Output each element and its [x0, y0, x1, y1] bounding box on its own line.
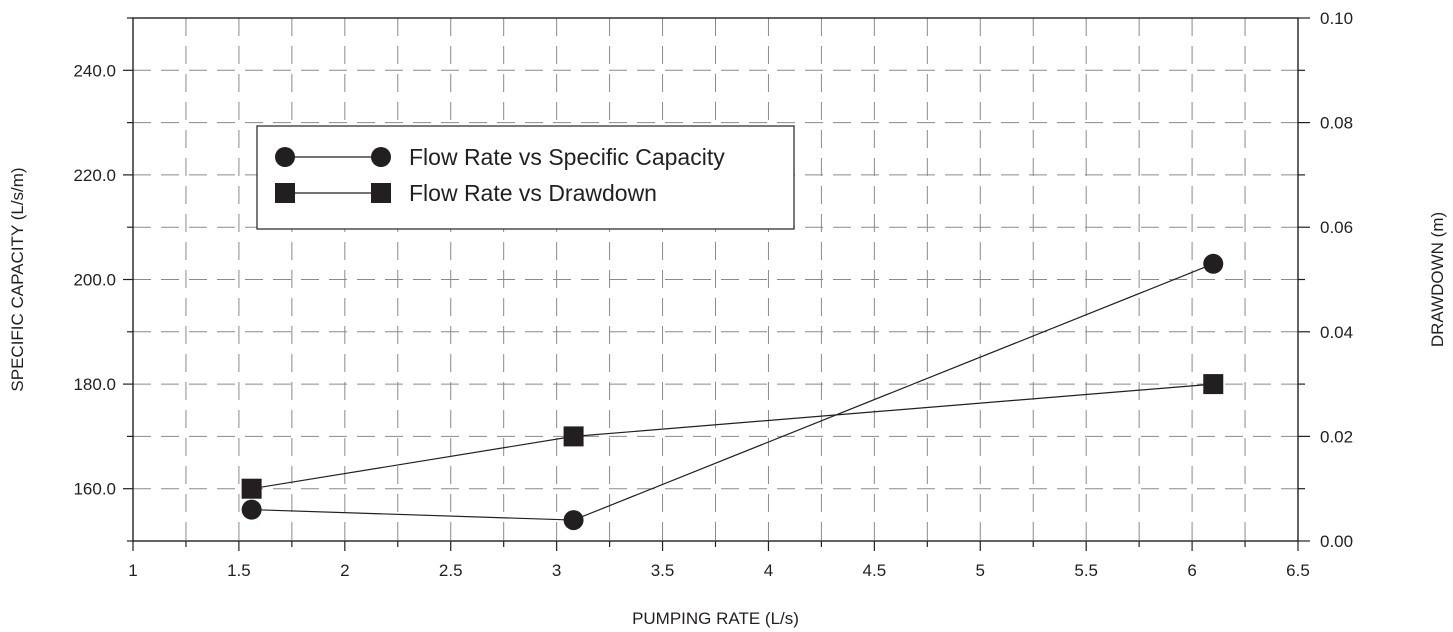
legend-entry-specific-capacity: Flow Rate vs Specific Capacity: [275, 144, 725, 170]
data-point-circle: [1203, 253, 1224, 274]
y-axis-title: SPECIFIC CAPACITY (L/s/m): [8, 167, 27, 391]
legend: Flow Rate vs Specific Capacity Flow Rate…: [256, 125, 795, 230]
legend-label-drawdown: Flow Rate vs Drawdown: [409, 180, 657, 206]
legend-circle-marker: [275, 147, 295, 167]
legend-circle-marker: [371, 147, 391, 167]
y-tick-label: 220.0: [73, 166, 116, 185]
x-tick-label: 4.5: [863, 561, 887, 580]
x-tick-label: 1.5: [227, 561, 251, 580]
y-tick-label: 180.0: [73, 375, 116, 394]
y-tick-label: 240.0: [73, 61, 116, 80]
x-axis-title: PUMPING RATE (L/s): [632, 609, 799, 628]
legend-square-marker: [371, 183, 391, 203]
legend-box: [256, 125, 795, 230]
x-tick-label: 1: [128, 561, 137, 580]
x-tick-label: 5.5: [1074, 561, 1098, 580]
y-tick-label: 160.0: [73, 480, 116, 499]
y2-tick-label: 0.06: [1320, 218, 1353, 237]
x-tick-label: 5: [976, 561, 985, 580]
y2-tick-label: 0.04: [1320, 323, 1353, 342]
series-line-specific-capacity: [251, 263, 1214, 521]
y-tick-label: 200.0: [73, 271, 116, 290]
series-layer: [241, 253, 1224, 531]
x-tick-label: 6.5: [1286, 561, 1310, 580]
data-point-circle: [241, 499, 262, 520]
data-point-circle: [563, 510, 584, 531]
x-tick-label: 4: [764, 561, 773, 580]
tick-layer: 1 1.5 2 2.5 3 3.5 4 4.5 5 5.5 6 6.5 160.0 180.0 200.0 2…: [73, 9, 1353, 580]
y2-tick-label: 0.00: [1320, 532, 1353, 551]
x-tick-label: 2: [340, 561, 349, 580]
x-tick-label: 3.5: [651, 561, 675, 580]
y2-tick-label: 0.02: [1320, 427, 1353, 446]
grid-layer: [133, 18, 1298, 541]
legend-label-specific-capacity: Flow Rate vs Specific Capacity: [409, 144, 725, 170]
legend-square-marker: [275, 183, 295, 203]
y2-axis-title: DRAWDOWN (m): [1428, 212, 1447, 347]
data-point-square: [1203, 374, 1224, 395]
legend-entry-drawdown: Flow Rate vs Drawdown: [275, 180, 657, 206]
y2-tick-label: 0.08: [1320, 114, 1353, 133]
x-tick-label: 6: [1187, 561, 1196, 580]
y2-tick-label: 0.10: [1320, 9, 1353, 28]
data-point-square: [563, 426, 584, 447]
x-tick-label: 3: [552, 561, 561, 580]
data-point-square: [241, 478, 262, 499]
x-tick-label: 2.5: [439, 561, 463, 580]
